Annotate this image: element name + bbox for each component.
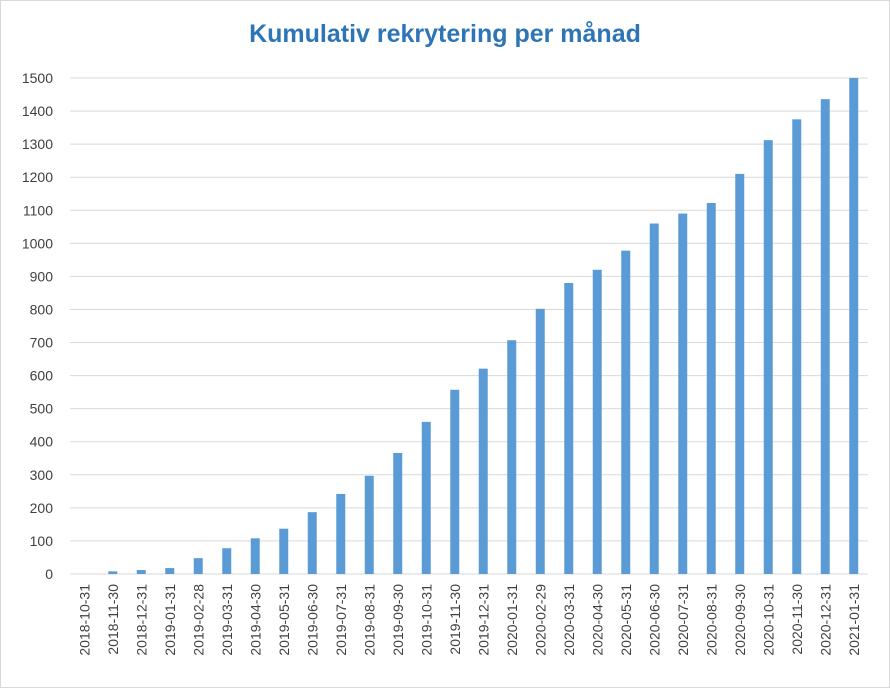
bars bbox=[108, 78, 859, 575]
x-tick-label: 2019-04-30 bbox=[247, 584, 263, 656]
bar-2019-10-31 bbox=[421, 421, 431, 574]
x-tick-label: 2018-10-31 bbox=[76, 584, 92, 656]
bar-2019-01-31 bbox=[165, 568, 175, 574]
bar-2020-04-30 bbox=[592, 269, 602, 574]
x-tick-label: 2019-01-31 bbox=[162, 584, 178, 656]
y-tick-label: 1000 bbox=[22, 235, 53, 251]
bar-2020-02-29 bbox=[535, 308, 545, 574]
x-tick-label: 2020-11-30 bbox=[789, 584, 805, 655]
bar-2019-12-31 bbox=[478, 368, 488, 574]
bar-2020-05-31 bbox=[621, 250, 631, 574]
x-tick-label: 2019-07-31 bbox=[333, 584, 349, 656]
y-tick-label: 700 bbox=[30, 335, 54, 351]
bar-2019-07-31 bbox=[336, 493, 346, 574]
x-tick-label: 2020-03-31 bbox=[561, 584, 577, 656]
y-tick-label: 0 bbox=[45, 566, 53, 582]
chart-title: Kumulativ rekrytering per månad bbox=[249, 20, 641, 48]
bar-2020-01-31 bbox=[507, 340, 517, 574]
y-tick-label: 900 bbox=[30, 268, 54, 284]
y-tick-label: 600 bbox=[30, 368, 54, 384]
x-tick-label: 2020-09-30 bbox=[732, 584, 748, 656]
bar-2020-07-31 bbox=[678, 213, 688, 574]
bar-2020-10-31 bbox=[763, 140, 773, 574]
bar-2019-06-30 bbox=[307, 512, 317, 574]
bar-2020-06-30 bbox=[649, 223, 659, 574]
y-tick-label: 500 bbox=[30, 401, 54, 417]
y-tick-label: 100 bbox=[30, 533, 54, 549]
y-tick-label: 1200 bbox=[22, 169, 53, 185]
x-tick-label: 2021-01-31 bbox=[846, 584, 862, 656]
bar-2018-12-31 bbox=[136, 570, 146, 574]
x-tick-label: 2018-12-31 bbox=[133, 584, 149, 656]
bar-2019-04-30 bbox=[250, 538, 260, 574]
x-tick-label: 2020-06-30 bbox=[646, 584, 662, 656]
bar-2020-12-31 bbox=[820, 99, 830, 575]
x-tick-label: 2020-02-29 bbox=[532, 584, 548, 656]
bar-2020-09-30 bbox=[735, 173, 745, 575]
x-tick-label: 2019-08-31 bbox=[361, 584, 377, 656]
x-tick-label: 2020-01-31 bbox=[504, 584, 520, 656]
y-tick-label: 300 bbox=[30, 467, 54, 483]
y-tick-label: 1400 bbox=[22, 103, 53, 119]
bar-2019-02-28 bbox=[193, 558, 203, 574]
y-tick-label: 400 bbox=[30, 434, 54, 450]
bar-2019-11-30 bbox=[450, 389, 460, 574]
bar-2020-03-31 bbox=[564, 283, 574, 574]
x-tick-label: 2020-04-30 bbox=[589, 584, 605, 656]
x-tick-label: 2019-02-28 bbox=[190, 584, 206, 656]
x-tick-label: 2019-05-31 bbox=[276, 584, 292, 656]
y-tick-label: 1100 bbox=[23, 202, 53, 218]
y-tick-labels: 0 100 200 300 400 500 600 700 800 900 1000 1100 1200… bbox=[22, 70, 53, 582]
bar-2019-05-31 bbox=[279, 528, 289, 574]
gridlines bbox=[70, 77, 868, 575]
x-tick-label: 2020-07-31 bbox=[675, 584, 691, 656]
y-tick-label: 200 bbox=[30, 500, 54, 516]
x-tick-label: 2019-11-30 bbox=[447, 584, 463, 655]
x-tick-label: 2020-12-31 bbox=[817, 584, 833, 656]
bar-2020-08-31 bbox=[706, 202, 716, 574]
x-tick-label: 2019-06-30 bbox=[304, 584, 320, 656]
x-tick-label: 2018-11-30 bbox=[105, 584, 121, 655]
x-tick-label: 2019-10-31 bbox=[418, 584, 434, 656]
x-tick-label: 2020-05-31 bbox=[618, 584, 634, 656]
bar-2019-09-30 bbox=[393, 452, 403, 574]
bar-2019-03-31 bbox=[222, 548, 232, 574]
y-tick-label: 1500 bbox=[22, 70, 53, 86]
bar-2021-01-31 bbox=[849, 78, 859, 574]
x-tick-label: 2020-10-31 bbox=[760, 584, 776, 656]
x-tick-label: 2020-08-31 bbox=[703, 584, 719, 656]
x-tick-label: 2019-03-31 bbox=[219, 584, 235, 656]
bar-2018-11-30 bbox=[108, 571, 118, 574]
x-tick-label: 2019-12-31 bbox=[475, 584, 491, 656]
bar-2020-11-30 bbox=[792, 119, 802, 574]
x-tick-label: 2019-09-30 bbox=[390, 584, 406, 656]
y-tick-label: 1300 bbox=[22, 136, 53, 152]
x-tick-labels: 2018-10-31 2018-11-30 2018-12-31 2019-01-31… bbox=[76, 584, 862, 656]
y-tick-label: 800 bbox=[30, 301, 54, 317]
bar-2019-08-31 bbox=[364, 475, 374, 574]
